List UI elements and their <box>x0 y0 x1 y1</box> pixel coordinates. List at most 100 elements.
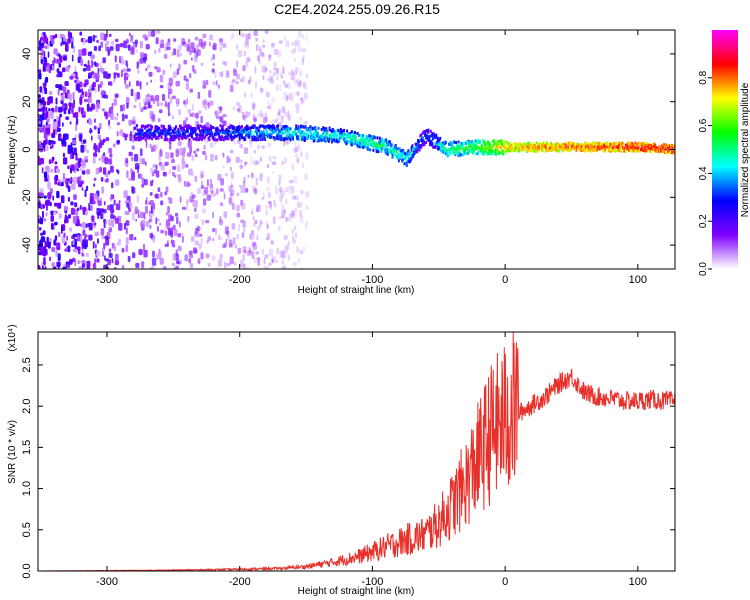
noise-speck <box>194 240 200 246</box>
noise-speck <box>151 115 156 122</box>
noise-speck <box>244 249 247 253</box>
noise-speck <box>176 68 180 75</box>
noise-speck <box>205 79 209 86</box>
ridge-cell <box>472 142 474 146</box>
ridge-cell <box>434 145 437 148</box>
ridge-cell <box>312 132 315 136</box>
noise-speck <box>149 266 153 269</box>
ridge-cell <box>244 137 247 141</box>
ridge-cell <box>639 142 642 146</box>
ridge-cell <box>265 129 268 133</box>
noise-speck <box>91 215 95 223</box>
noise-speck <box>67 196 70 202</box>
noise-speck <box>108 219 113 227</box>
noise-speck <box>186 117 189 121</box>
noise-speck <box>124 222 126 230</box>
ridge-cell <box>504 140 507 144</box>
ridge-cell <box>461 153 464 157</box>
noise-speck <box>116 122 120 126</box>
noise-speck <box>256 257 261 261</box>
noise-speck <box>160 39 164 48</box>
noise-speck <box>251 244 256 248</box>
noise-speck <box>240 199 244 206</box>
noise-speck <box>42 218 47 222</box>
ridge-cell <box>594 149 597 153</box>
ridge-cell <box>476 138 479 142</box>
noise-speck <box>46 143 49 151</box>
noise-speck <box>275 204 278 209</box>
noise-speck <box>79 134 83 142</box>
ridge-cell <box>151 137 154 141</box>
ridge-cell <box>145 125 148 129</box>
ridge-cell <box>262 130 265 134</box>
ridge-cell <box>215 131 218 135</box>
noise-speck <box>268 262 272 266</box>
noise-speck <box>167 240 169 246</box>
ridge-cell <box>506 142 509 146</box>
noise-speck <box>237 247 242 254</box>
noise-speck <box>66 178 71 182</box>
noise-speck <box>146 93 151 98</box>
noise-speck <box>81 114 86 118</box>
noise-speck <box>95 88 97 94</box>
noise-speck <box>183 59 187 65</box>
noise-speck <box>201 219 204 226</box>
noise-speck <box>145 220 150 227</box>
noise-speck <box>200 252 204 260</box>
noise-speck <box>230 171 234 180</box>
noise-speck <box>97 134 102 140</box>
ridge-cell <box>360 136 363 140</box>
ridge-cell <box>483 140 486 144</box>
noise-speck <box>169 142 172 150</box>
noise-speck <box>191 65 195 72</box>
noise-speck <box>74 134 77 139</box>
noise-speck <box>102 57 106 64</box>
noise-speck <box>286 217 289 222</box>
noise-speck <box>246 188 248 193</box>
noise-speck <box>251 208 255 212</box>
noise-speck <box>198 110 202 114</box>
ridge-cell <box>390 151 393 154</box>
noise-speck <box>140 107 144 113</box>
noise-speck <box>84 234 88 238</box>
noise-speck <box>43 57 47 62</box>
ridge-cell <box>299 134 302 138</box>
noise-speck <box>204 220 210 224</box>
noise-speck <box>251 230 254 235</box>
y-tick-label: 0 <box>21 146 33 152</box>
noise-speck <box>194 54 198 63</box>
noise-speck <box>177 176 182 183</box>
noise-speck <box>269 75 273 81</box>
ridge-cell <box>296 135 299 139</box>
ridge-cell <box>456 146 458 150</box>
ridge-cell <box>250 130 253 134</box>
ridge-cell <box>581 143 583 147</box>
ridge-cell <box>480 143 483 147</box>
noise-speck <box>170 215 174 222</box>
noise-speck <box>39 86 43 93</box>
noise-speck <box>222 114 227 118</box>
noise-speck <box>99 138 102 146</box>
noise-speck <box>274 119 278 124</box>
noise-speck <box>255 251 259 255</box>
ridge-cell <box>609 142 612 146</box>
noise-speck <box>260 221 264 225</box>
noise-speck <box>209 178 213 186</box>
noise-speck <box>113 245 117 252</box>
ridge-cell <box>363 142 366 146</box>
ridge-cell <box>657 150 660 154</box>
noise-speck <box>57 182 61 186</box>
noise-speck <box>228 243 234 248</box>
ridge-cell <box>168 124 171 128</box>
noise-speck <box>39 217 43 225</box>
ridge-cell <box>442 150 445 154</box>
noise-speck <box>162 171 167 176</box>
noise-speck <box>105 43 107 52</box>
ridge-cell <box>437 146 440 150</box>
noise-speck <box>300 189 304 195</box>
noise-speck <box>43 171 47 179</box>
ridge-cell <box>295 132 298 136</box>
noise-speck <box>100 81 104 86</box>
ridge-cell <box>415 145 418 149</box>
noise-speck <box>285 141 290 145</box>
